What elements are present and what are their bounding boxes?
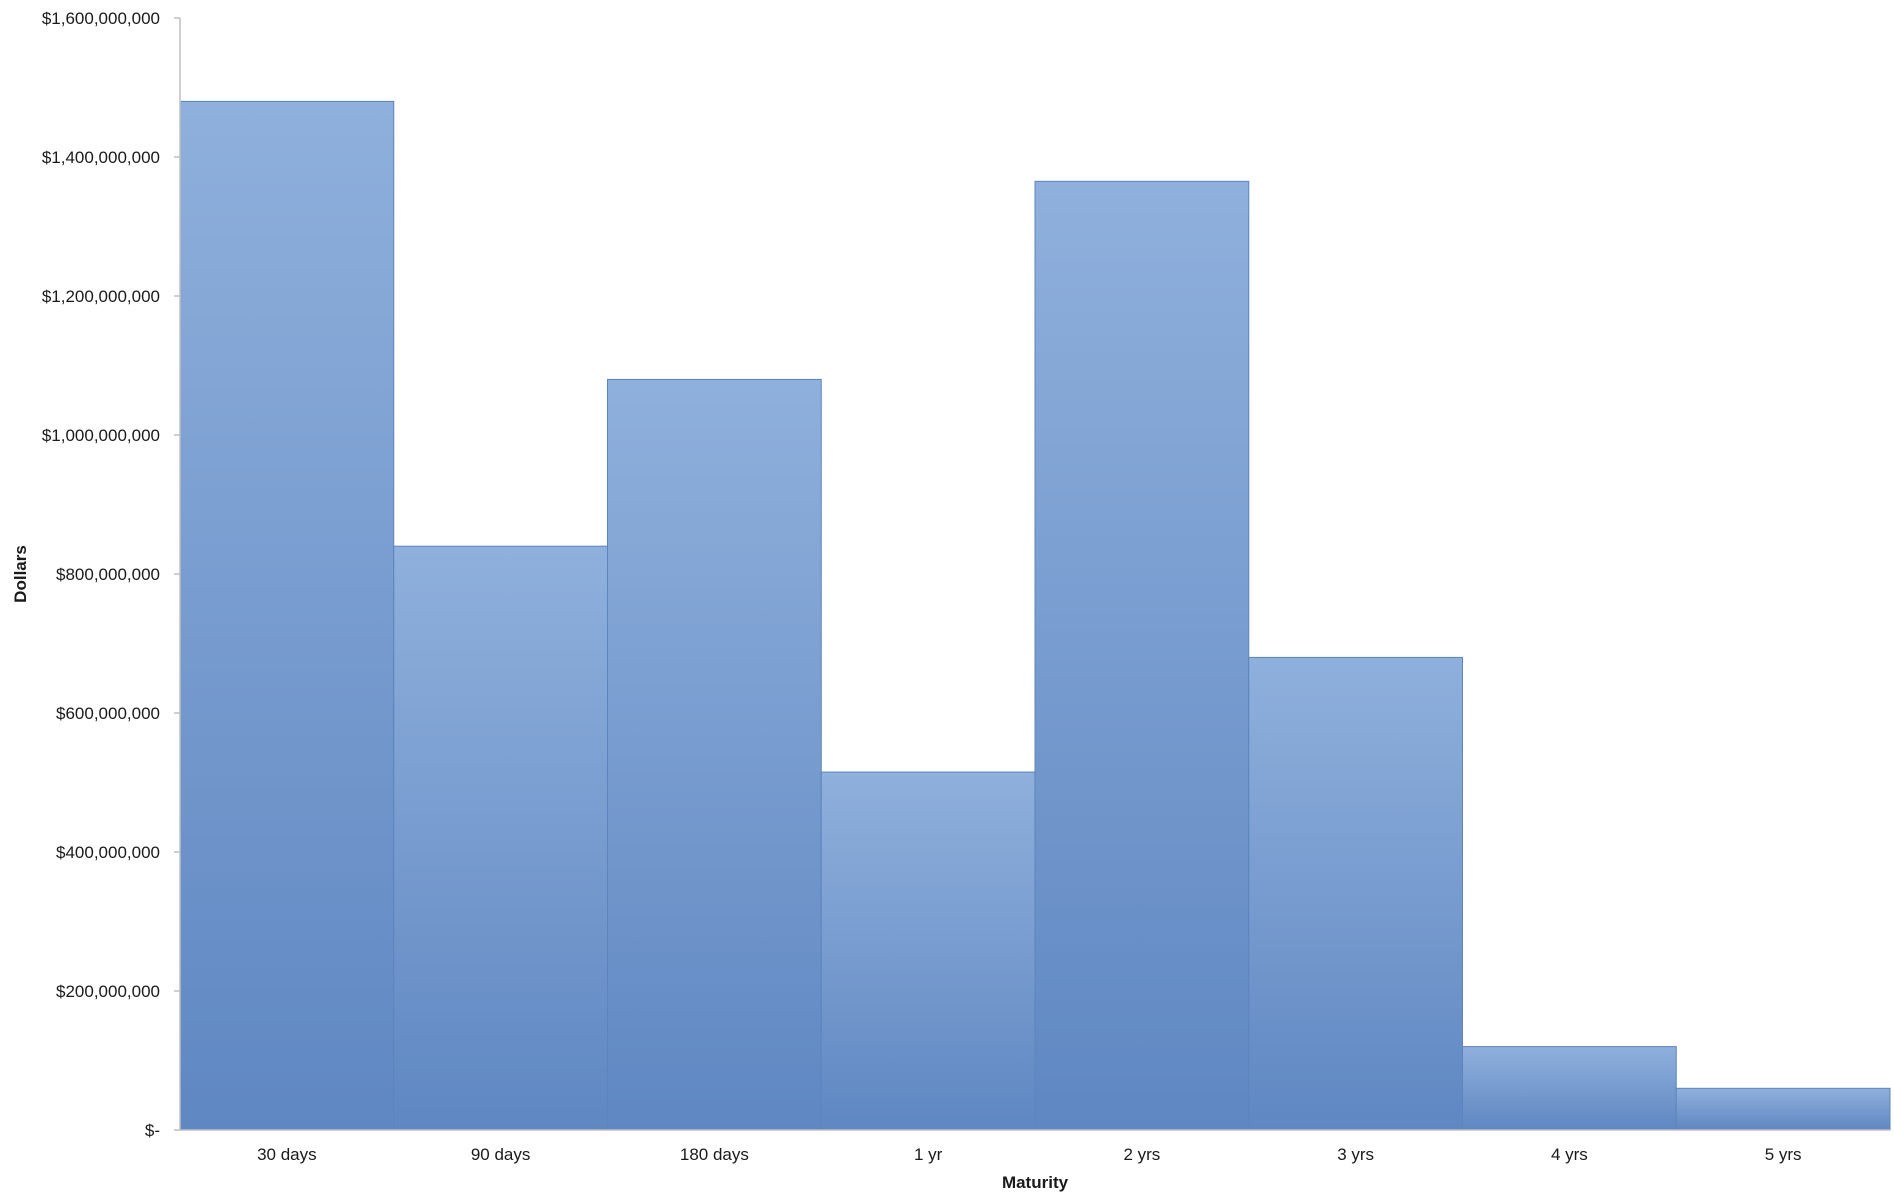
y-tick-label: $1,600,000,000 — [42, 9, 160, 28]
x-tick-label: 4 yrs — [1551, 1145, 1588, 1164]
x-tick-label: 180 days — [680, 1145, 749, 1164]
bar-3-yrs — [1248, 656, 1463, 1131]
x-tick-label: 90 days — [471, 1145, 531, 1164]
y-tick-label: $1,000,000,000 — [42, 426, 160, 445]
bar-30-days — [179, 100, 395, 1131]
bar-90-days — [393, 545, 608, 1131]
x-tick-label: 2 yrs — [1123, 1145, 1160, 1164]
y-axis-ticks: $- $200,000,000 $400,000,000 $600,000,000 $8… — [42, 9, 180, 1140]
y-tick-label: $800,000,000 — [56, 565, 160, 584]
x-axis-ticks: 30 days 90 days 180 days 1 yr 2 yrs 3 yrs 4 yr… — [257, 1145, 1801, 1164]
y-tick-label: $1,400,000,000 — [42, 148, 160, 167]
x-tick-label: 3 yrs — [1337, 1145, 1374, 1164]
x-tick-label: 1 yr — [914, 1145, 943, 1164]
bars-layer — [179, 100, 1891, 1131]
y-axis-title: Dollars — [11, 545, 30, 603]
x-tick-label: 5 yrs — [1765, 1145, 1802, 1164]
bar-180-days — [607, 378, 822, 1131]
bar-4-yrs — [1462, 1046, 1677, 1131]
y-tick-label: $1,200,000,000 — [42, 287, 160, 306]
bar-1-yr — [820, 771, 1036, 1131]
y-tick-label: $- — [145, 1121, 160, 1140]
bar-5-yrs — [1675, 1087, 1891, 1131]
x-axis-title: Maturity — [1002, 1173, 1069, 1192]
x-tick-label: 30 days — [257, 1145, 317, 1164]
bar-2-yrs — [1034, 180, 1250, 1131]
y-tick-label: $600,000,000 — [56, 704, 160, 723]
y-tick-label: $200,000,000 — [56, 982, 160, 1001]
y-tick-label: $400,000,000 — [56, 843, 160, 862]
